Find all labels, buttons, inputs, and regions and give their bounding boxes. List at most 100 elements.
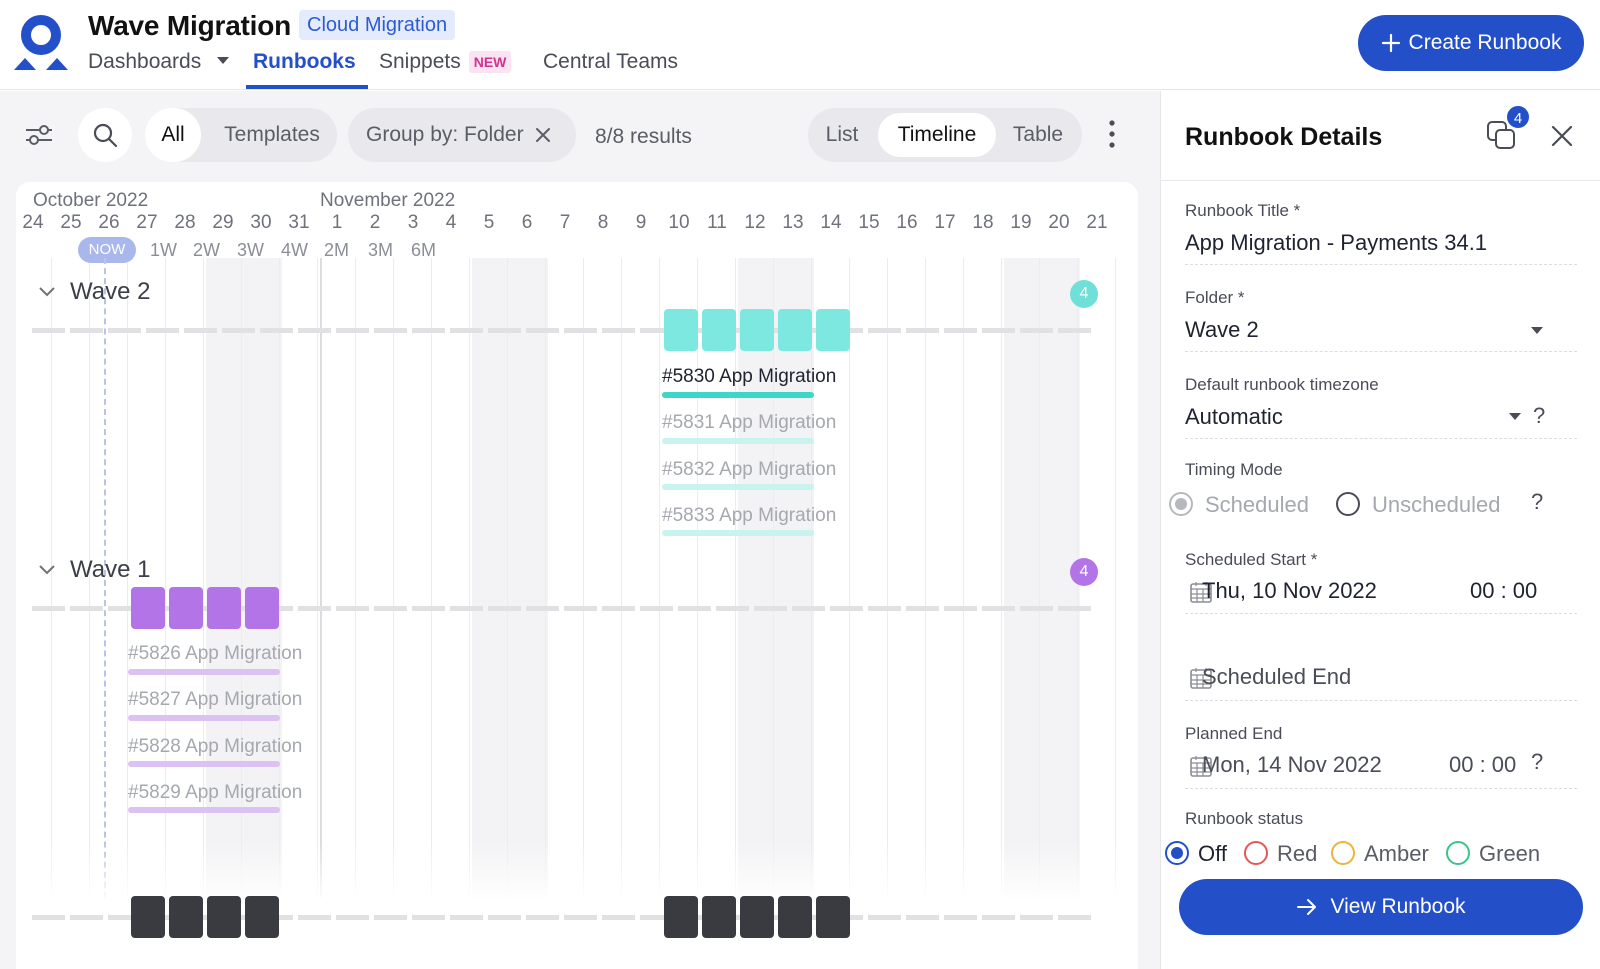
day-column bbox=[165, 258, 166, 898]
arrow-right-icon bbox=[1297, 899, 1317, 915]
scheduled-start-time[interactable]: 00 : 00 bbox=[1470, 578, 1538, 603]
group-track bbox=[32, 606, 1096, 611]
runbook-block[interactable] bbox=[207, 587, 241, 629]
runbook-label-5833[interactable]: #5833 App Migration bbox=[662, 505, 837, 526]
zoom-2w[interactable]: 2W bbox=[193, 240, 220, 260]
timing-unscheduled-radio[interactable] bbox=[1336, 492, 1360, 516]
runbook-block[interactable] bbox=[169, 587, 203, 629]
runbook-block[interactable] bbox=[664, 896, 698, 938]
runbook-block[interactable] bbox=[740, 309, 774, 351]
status-off-radio[interactable] bbox=[1165, 841, 1189, 865]
runbook-label-5829[interactable]: #5829 App Migration bbox=[128, 782, 303, 803]
view-table[interactable]: Table bbox=[1012, 123, 1064, 146]
day-column bbox=[89, 258, 90, 898]
runbook-block[interactable] bbox=[778, 896, 812, 938]
nav-dashboards[interactable]: Dashboards bbox=[88, 48, 230, 90]
group-track bbox=[32, 915, 1096, 920]
help-icon[interactable]: ? bbox=[1531, 489, 1544, 514]
runbook-block[interactable] bbox=[131, 896, 165, 938]
day-column bbox=[393, 258, 394, 898]
runbook-bar[interactable] bbox=[662, 530, 814, 536]
project-tag[interactable]: Cloud Migration bbox=[299, 10, 456, 40]
now-button[interactable]: NOW bbox=[78, 237, 136, 263]
runbook-label-5830[interactable]: #5830 App Migration bbox=[662, 366, 837, 387]
runbook-block[interactable] bbox=[207, 896, 241, 938]
runbook-title-field[interactable]: App Migration - Payments 34.1 bbox=[1185, 230, 1488, 255]
day-label: 9 bbox=[635, 212, 647, 233]
zoom-3m[interactable]: 3M bbox=[368, 240, 394, 260]
more-options-icon[interactable] bbox=[1108, 119, 1116, 149]
day-label: 24 bbox=[22, 212, 44, 233]
search-button[interactable] bbox=[78, 108, 132, 162]
runbook-label-5828[interactable]: #5828 App Migration bbox=[128, 736, 303, 757]
runbook-bar[interactable] bbox=[662, 392, 814, 398]
zoom-3w[interactable]: 3W bbox=[237, 240, 264, 260]
runbook-block[interactable] bbox=[702, 896, 736, 938]
help-icon[interactable]: ? bbox=[1533, 403, 1546, 428]
runbook-block[interactable] bbox=[778, 309, 812, 351]
status-amber-radio[interactable] bbox=[1331, 841, 1355, 865]
group-header-wave-2[interactable]: Wave 2 bbox=[38, 278, 150, 306]
runbook-block[interactable] bbox=[702, 309, 736, 351]
field-underline bbox=[1185, 264, 1577, 265]
nav-central-teams[interactable]: Central Teams bbox=[543, 50, 679, 73]
runbook-label-5832[interactable]: #5832 App Migration bbox=[662, 459, 837, 480]
close-icon[interactable] bbox=[1549, 123, 1575, 149]
runbook-bar[interactable] bbox=[128, 761, 280, 767]
status-red-radio[interactable] bbox=[1244, 841, 1268, 865]
filter-all[interactable]: All bbox=[145, 108, 201, 162]
runbook-block[interactable] bbox=[245, 587, 279, 629]
runbook-block[interactable] bbox=[131, 587, 165, 629]
timezone-select[interactable]: Automatic bbox=[1185, 404, 1283, 429]
day-column bbox=[849, 258, 850, 898]
nav-snippets[interactable]: Snippets NEW bbox=[379, 48, 512, 90]
filter-templates[interactable]: Templates bbox=[224, 123, 320, 146]
create-runbook-button[interactable]: Create Runbook bbox=[1358, 15, 1584, 71]
chevron-down-icon[interactable] bbox=[1531, 327, 1543, 334]
day-label: 20 bbox=[1048, 212, 1070, 233]
planned-end-date[interactable]: Mon, 14 Nov 2022 bbox=[1202, 752, 1382, 777]
runbook-block[interactable] bbox=[740, 896, 774, 938]
view-timeline[interactable]: Timeline bbox=[878, 113, 996, 157]
timezone-label: Default runbook timezone bbox=[1185, 375, 1379, 394]
app-logo[interactable] bbox=[14, 14, 70, 74]
runbook-bar[interactable] bbox=[128, 807, 280, 813]
runbook-block[interactable] bbox=[816, 896, 850, 938]
copy-icon[interactable] bbox=[1485, 119, 1519, 153]
day-column bbox=[279, 258, 280, 898]
status-green-radio[interactable] bbox=[1446, 841, 1470, 865]
close-icon[interactable] bbox=[534, 126, 552, 144]
weekend-shade bbox=[738, 258, 814, 898]
group-by-chip[interactable]: Group by: Folder bbox=[348, 108, 576, 162]
timing-scheduled-label: Scheduled bbox=[1205, 492, 1309, 517]
filter-settings-button[interactable] bbox=[24, 121, 54, 149]
timing-scheduled-radio[interactable] bbox=[1169, 492, 1193, 516]
runbook-label-5826[interactable]: #5826 App Migration bbox=[128, 643, 303, 664]
folder-select[interactable]: Wave 2 bbox=[1185, 317, 1259, 342]
scheduled-end-field[interactable]: Scheduled End bbox=[1202, 664, 1352, 689]
zoom-6m[interactable]: 6M bbox=[411, 240, 437, 260]
field-underline bbox=[1185, 351, 1577, 352]
zoom-4w[interactable]: 4W bbox=[281, 240, 308, 260]
view-list[interactable]: List bbox=[825, 123, 859, 146]
runbook-block[interactable] bbox=[245, 896, 279, 938]
day-label: 31 bbox=[288, 212, 310, 233]
help-icon[interactable]: ? bbox=[1531, 749, 1544, 774]
runbook-label-5831[interactable]: #5831 App Migration bbox=[662, 412, 837, 433]
zoom-1w[interactable]: 1W bbox=[150, 240, 177, 260]
runbook-block[interactable] bbox=[169, 896, 203, 938]
runbook-block[interactable] bbox=[816, 309, 850, 351]
runbook-bar[interactable] bbox=[662, 484, 814, 490]
group-header-wave-1[interactable]: Wave 1 bbox=[38, 556, 150, 584]
zoom-2m[interactable]: 2M bbox=[324, 240, 350, 260]
planned-end-time[interactable]: 00 : 00 bbox=[1449, 752, 1517, 777]
runbook-block[interactable] bbox=[664, 309, 698, 351]
view-runbook-button[interactable]: View Runbook bbox=[1179, 879, 1583, 935]
runbook-label-5827[interactable]: #5827 App Migration bbox=[128, 689, 303, 710]
scheduled-start-date[interactable]: Thu, 10 Nov 2022 bbox=[1202, 578, 1377, 603]
runbook-bar[interactable] bbox=[662, 438, 814, 444]
nav-runbooks[interactable]: Runbooks bbox=[253, 50, 356, 73]
chevron-down-icon[interactable] bbox=[1509, 413, 1521, 420]
runbook-bar[interactable] bbox=[128, 715, 280, 721]
runbook-bar[interactable] bbox=[128, 669, 280, 675]
